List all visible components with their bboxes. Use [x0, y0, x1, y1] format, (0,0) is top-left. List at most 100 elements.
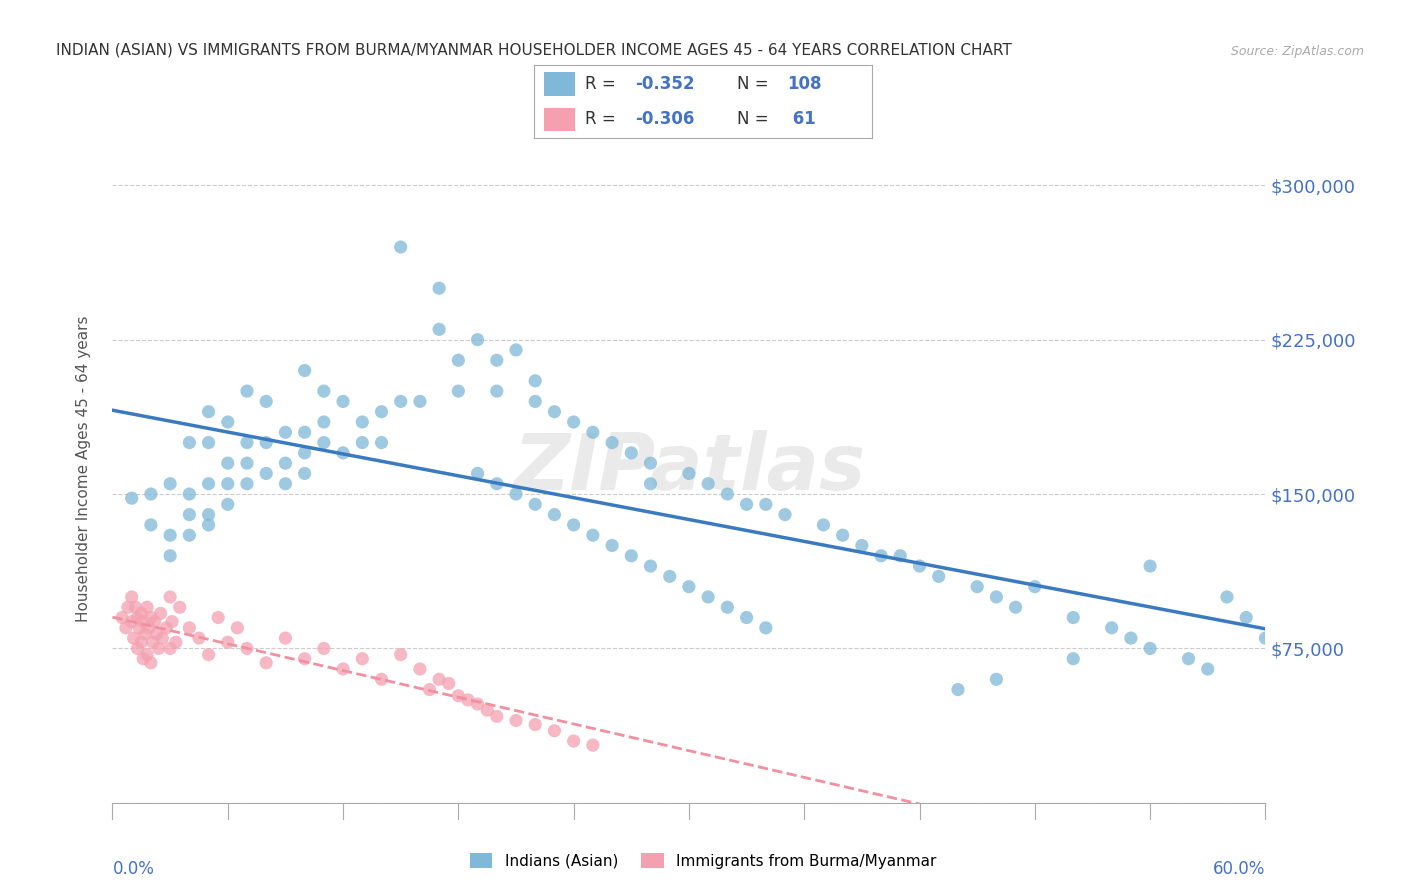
Point	[142, 635, 165, 649]
Point	[946, 682, 969, 697]
Point	[254, 467, 277, 481]
Point	[217, 415, 239, 429]
Point	[165, 635, 187, 649]
Point	[226, 621, 249, 635]
Point	[600, 435, 623, 450]
Text: N =: N =	[737, 111, 773, 128]
Text: 61: 61	[787, 111, 815, 128]
Point	[197, 476, 219, 491]
Point	[136, 648, 159, 662]
Point	[148, 641, 170, 656]
Point	[127, 641, 149, 656]
Point	[735, 610, 758, 624]
Point	[254, 656, 277, 670]
Point	[524, 717, 547, 731]
Point	[389, 240, 412, 254]
Text: ZIPatlas: ZIPatlas	[513, 430, 865, 507]
Point	[159, 476, 181, 491]
Point	[312, 415, 335, 429]
Point	[467, 333, 489, 347]
Point	[1139, 641, 1161, 656]
Point	[505, 714, 527, 728]
Point	[128, 621, 150, 635]
Point	[928, 569, 950, 583]
Point	[620, 549, 643, 563]
Point	[139, 487, 162, 501]
Point	[600, 539, 623, 553]
Point	[197, 648, 219, 662]
Point	[678, 580, 700, 594]
Y-axis label: Householder Income Ages 45 - 64 years: Householder Income Ages 45 - 64 years	[76, 315, 91, 622]
Point	[562, 415, 585, 429]
Point	[197, 517, 219, 532]
Point	[159, 641, 181, 656]
Point	[332, 394, 354, 409]
Point	[755, 497, 778, 511]
Point	[217, 476, 239, 491]
Point	[111, 610, 134, 624]
Point	[115, 621, 138, 635]
Point	[143, 615, 166, 629]
Point	[716, 600, 738, 615]
Point	[149, 607, 172, 621]
Point	[831, 528, 853, 542]
Point	[467, 467, 489, 481]
Point	[179, 528, 201, 542]
Point	[524, 394, 547, 409]
Point	[485, 384, 508, 398]
Point	[457, 693, 479, 707]
Point	[294, 363, 316, 377]
Point	[132, 651, 155, 665]
Point	[132, 615, 155, 629]
Point	[129, 635, 153, 649]
Point	[467, 697, 489, 711]
Point	[159, 590, 181, 604]
Point	[145, 627, 167, 641]
Text: Source: ZipAtlas.com: Source: ZipAtlas.com	[1230, 45, 1364, 58]
Point	[254, 435, 277, 450]
Point	[1062, 610, 1084, 624]
Point	[117, 600, 139, 615]
Point	[419, 682, 441, 697]
Point	[716, 487, 738, 501]
Point	[485, 353, 508, 368]
Point	[197, 405, 219, 419]
Point	[447, 353, 470, 368]
Point	[505, 343, 527, 357]
Point	[274, 631, 297, 645]
Point	[524, 374, 547, 388]
Point	[122, 631, 145, 645]
Point	[294, 425, 316, 440]
Point	[447, 689, 470, 703]
Bar	[544, 72, 575, 95]
Point	[370, 405, 392, 419]
Text: 108: 108	[787, 75, 823, 93]
Point	[197, 435, 219, 450]
Point	[427, 281, 450, 295]
Point	[582, 528, 605, 542]
Point	[582, 425, 605, 440]
Point	[1254, 631, 1277, 645]
Point	[1004, 600, 1026, 615]
Point	[139, 610, 162, 624]
Point	[1234, 610, 1257, 624]
Point	[543, 405, 565, 419]
Point	[524, 497, 547, 511]
Point	[236, 476, 259, 491]
Point	[332, 662, 354, 676]
Point	[236, 456, 259, 470]
Text: INDIAN (ASIAN) VS IMMIGRANTS FROM BURMA/MYANMAR HOUSEHOLDER INCOME AGES 45 - 64 : INDIAN (ASIAN) VS IMMIGRANTS FROM BURMA/…	[56, 43, 1012, 58]
Point	[124, 600, 146, 615]
Point	[697, 476, 720, 491]
Point	[139, 517, 162, 532]
Point	[274, 456, 297, 470]
Point	[134, 627, 156, 641]
Point	[352, 415, 374, 429]
Point	[1197, 662, 1219, 676]
Point	[640, 559, 662, 574]
Point	[485, 709, 508, 723]
Point	[437, 676, 460, 690]
Point	[851, 539, 873, 553]
Text: R =: R =	[585, 111, 621, 128]
Point	[389, 394, 412, 409]
